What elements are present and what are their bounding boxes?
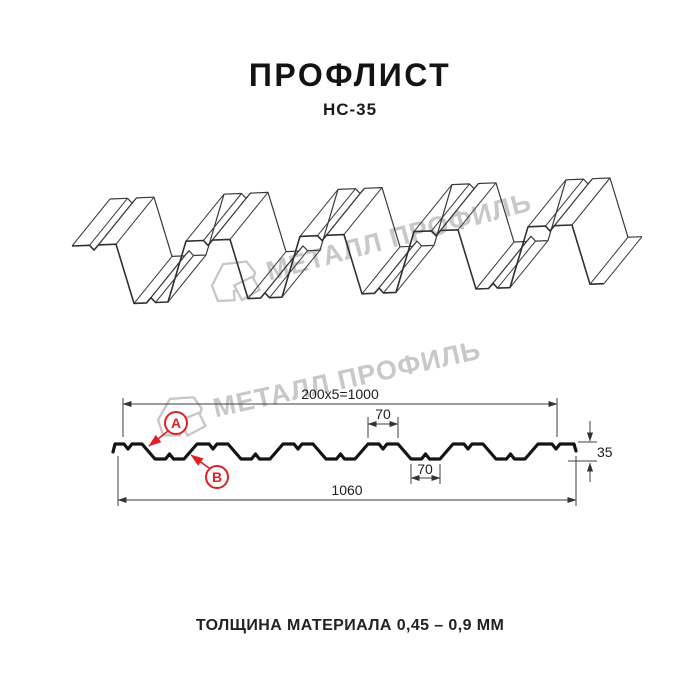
callout-b-label: В <box>212 469 222 485</box>
callout-b-circle <box>205 465 229 489</box>
dimension-height-label: 35 <box>597 444 613 460</box>
watermark-3d: МЕТАЛЛ ПРОФИЛЬ <box>201 179 537 310</box>
callout-b: В <box>190 454 229 489</box>
metall-profil-logo-icon <box>210 260 262 303</box>
dimension-height: 35 <box>568 421 613 482</box>
dimension-overall-width-label: 1060 <box>331 482 362 498</box>
dimension-crest-width: 70 <box>367 406 399 438</box>
thickness-note: ТОЛЩИНА МАТЕРИАЛА 0,45 – 0,9 ММ <box>195 617 505 634</box>
dimension-valley-width: 70 <box>410 461 441 484</box>
dimension-top-pitch-label: 200x5=1000 <box>301 386 379 402</box>
cross-section-profile <box>111 442 578 461</box>
profile-3d-wireframe <box>71 177 643 305</box>
callout-a-label: А <box>171 415 181 431</box>
callout-a: А <box>148 411 188 447</box>
profile-model-subtitle: НС-35 <box>322 100 378 119</box>
dimension-valley-width-label: 70 <box>417 461 433 477</box>
dimension-overall-width: 1060 <box>117 456 577 506</box>
page-title: ПРОФЛИСТ <box>248 57 452 93</box>
dimension-top-pitch: 200x5=1000 <box>122 386 558 437</box>
callout-a-circle <box>164 411 188 435</box>
dimension-crest-width-label: 70 <box>375 406 391 422</box>
